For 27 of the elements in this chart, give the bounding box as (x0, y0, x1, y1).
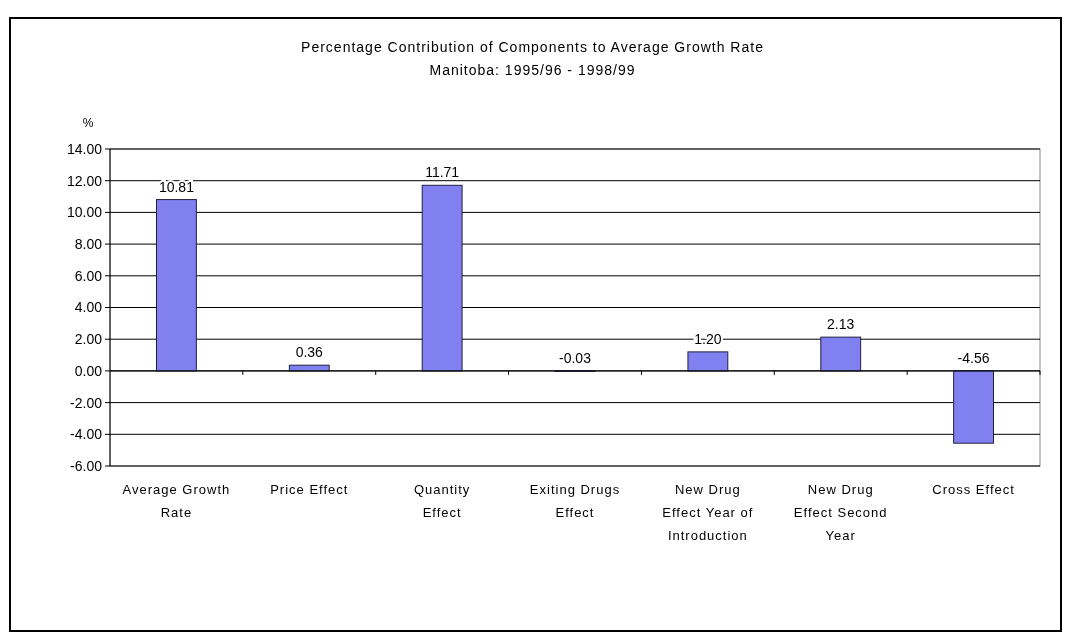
x-tick-label: Price Effect (270, 482, 349, 497)
y-tick-label: -4.00 (70, 426, 103, 443)
x-tick-label: Cross Effect (932, 482, 1015, 497)
y-tick-label: 0.00 (74, 362, 103, 379)
data-label: 11.71 (425, 164, 460, 181)
data-label: 2.13 (827, 316, 855, 333)
data-label: -4.56 (957, 349, 990, 366)
x-tick-label: New Drug Effect Second Year (793, 482, 888, 543)
y-tick-label: -2.00 (70, 394, 103, 411)
chart-title: Percentage Contribution of Components to Average Growth Rate (301, 39, 764, 55)
y-tick-label: 2.00 (74, 331, 103, 348)
y-tick-label: -6.00 (70, 457, 103, 474)
y-tick-label: 8.00 (74, 236, 103, 252)
x-tick-label: Exiting Drugs Effect (529, 482, 621, 520)
data-label: -0.03 (559, 349, 592, 366)
chart-subtitle: Manitoba: 1995/96 - 1998/99 (429, 62, 636, 78)
y-axis-title: % (82, 116, 94, 130)
x-tick-label: Average Growth Rate (122, 482, 231, 520)
y-tick-label: 6.00 (74, 267, 103, 284)
y-tick-label: 4.00 (74, 299, 103, 316)
data-label: 10.81 (158, 178, 195, 195)
y-tick-label: 12.00 (66, 172, 103, 189)
y-tick-label: 10.00 (66, 204, 103, 221)
x-tick-label: Quantity Effect (413, 482, 471, 520)
data-label: 0.36 (295, 344, 324, 361)
y-tick-label: 14.00 (66, 140, 103, 157)
x-tick-label: New Drug Effect Year of Introduction (662, 482, 754, 543)
